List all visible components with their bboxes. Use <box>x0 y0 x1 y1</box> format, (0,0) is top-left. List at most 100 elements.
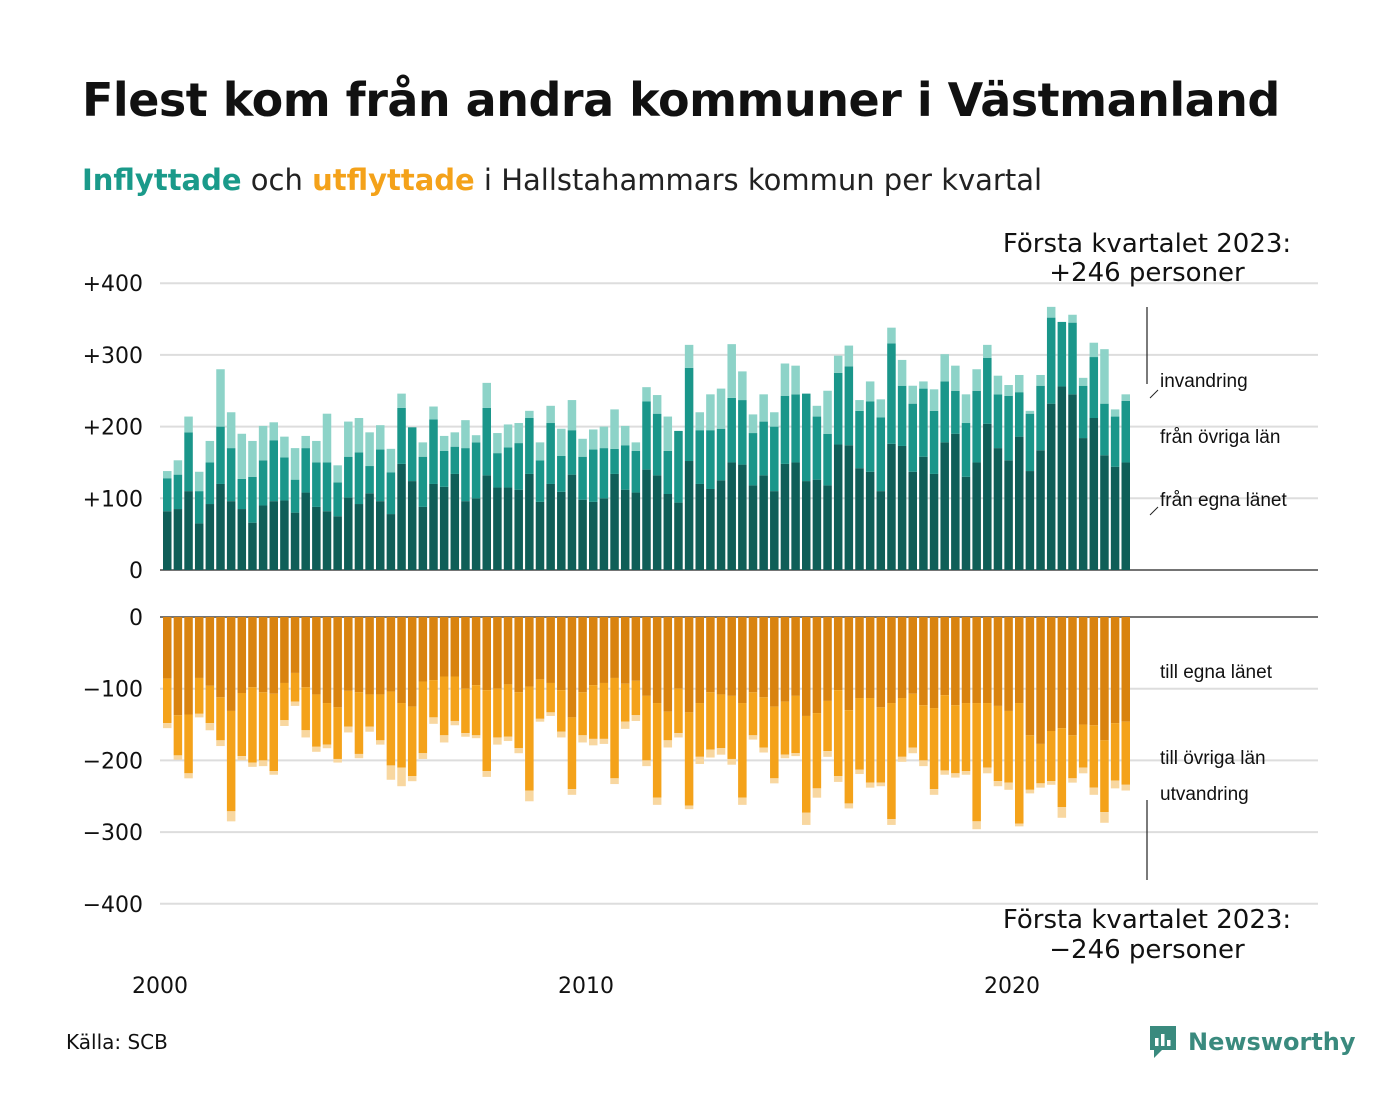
bar-in-2-54 <box>738 371 747 401</box>
bar-out-2-88 <box>1100 812 1109 823</box>
bar-out-2-3 <box>194 713 204 718</box>
bar-in-0-56 <box>759 475 768 570</box>
bar-out-2-35 <box>535 718 545 722</box>
bar-out-0-81 <box>1025 617 1035 736</box>
bar-out-0-12 <box>290 617 300 673</box>
bar-out-0-27 <box>450 617 460 677</box>
bars-utflyttade <box>163 617 1130 830</box>
bar-in-0-64 <box>844 445 854 570</box>
bar-out-0-83 <box>1046 617 1056 732</box>
bar-in-2-50 <box>695 412 704 431</box>
bar-in-2-36 <box>546 405 555 424</box>
bar-out-0-42 <box>610 617 619 678</box>
bar-in-2-80 <box>1015 374 1024 393</box>
bar-in-2-18 <box>354 417 364 453</box>
bar-out-1-50 <box>695 703 704 757</box>
bar-in-0-65 <box>855 468 864 570</box>
bar-out-2-24 <box>418 753 428 759</box>
bar-out-0-89 <box>1110 617 1120 724</box>
bar-in-1-24 <box>418 456 428 507</box>
bar-out-1-0 <box>163 678 172 724</box>
bar-out-1-77 <box>983 703 992 768</box>
bar-in-0-26 <box>439 486 449 570</box>
bar-out-2-51 <box>706 749 715 758</box>
bar-in-2-85 <box>1068 314 1077 323</box>
bar-in-0-4 <box>205 504 215 570</box>
bar-out-1-69 <box>897 698 907 757</box>
bar-in-2-66 <box>865 381 875 402</box>
bar-out-1-44 <box>631 680 641 716</box>
bar-in-1-21 <box>386 472 396 515</box>
bar-in-0-9 <box>258 505 268 570</box>
bar-out-0-90 <box>1121 617 1130 722</box>
bar-in-2-57 <box>770 412 779 427</box>
bar-in-0-34 <box>525 473 534 570</box>
subtitle-och: och <box>241 163 313 197</box>
bar-in-0-20 <box>376 501 385 570</box>
bar-in-1-1 <box>173 474 183 510</box>
bar-out-1-85 <box>1068 735 1077 779</box>
bar-in-2-8 <box>248 440 257 477</box>
bar-out-0-84 <box>1057 617 1067 729</box>
annotation-top-line1: Första kvartalet 2023: <box>1003 229 1291 259</box>
bar-in-2-3 <box>194 471 204 492</box>
bar-in-2-49 <box>684 344 694 368</box>
bar-out-1-24 <box>418 681 428 754</box>
subtitle-utflyttade: utflyttade <box>312 163 475 197</box>
bar-in-2-78 <box>993 375 1003 395</box>
bar-in-2-12 <box>290 448 300 480</box>
bar-in-2-31 <box>493 433 502 454</box>
bar-in-0-90 <box>1121 462 1130 570</box>
bar-out-0-30 <box>482 617 491 691</box>
bar-in-1-74 <box>951 390 960 434</box>
bar-in-1-70 <box>908 403 917 472</box>
bar-out-1-81 <box>1025 735 1035 790</box>
bar-in-2-24 <box>418 442 428 457</box>
bar-in-2-61 <box>812 405 822 417</box>
bar-out-0-52 <box>716 617 726 695</box>
bar-in-0-48 <box>674 502 683 570</box>
bar-in-1-37 <box>557 455 566 492</box>
bar-in-2-0 <box>163 471 172 479</box>
bar-in-1-14 <box>312 462 321 507</box>
bar-in-2-77 <box>983 344 992 358</box>
bar-in-0-84 <box>1057 386 1067 570</box>
bar-in-1-39 <box>578 456 587 500</box>
bar-out-2-13 <box>301 730 310 738</box>
bar-in-1-51 <box>706 430 715 489</box>
bar-in-2-70 <box>908 385 917 404</box>
bar-in-0-55 <box>748 485 758 570</box>
bar-out-1-13 <box>301 687 310 731</box>
bar-out-1-70 <box>908 693 917 748</box>
bar-out-1-7 <box>237 693 247 757</box>
bar-in-1-52 <box>716 428 726 481</box>
bar-out-2-44 <box>631 715 641 721</box>
bar-out-0-32 <box>503 617 513 685</box>
newsworthy-logo-icon <box>1150 1026 1176 1058</box>
bar-out-1-27 <box>450 676 460 721</box>
bar-out-1-23 <box>407 706 417 777</box>
bar-in-2-16 <box>333 465 342 483</box>
bar-out-0-20 <box>376 617 385 695</box>
bar-out-2-28 <box>461 733 470 737</box>
bar-out-1-6 <box>226 710 236 812</box>
bar-in-0-66 <box>865 471 875 570</box>
bar-in-1-67 <box>876 417 886 492</box>
bar-out-2-81 <box>1025 789 1035 794</box>
bar-in-1-34 <box>525 417 534 474</box>
bar-out-1-1 <box>173 715 183 756</box>
bar-in-1-6 <box>226 448 236 502</box>
source-note: Källa: SCB <box>66 1030 168 1054</box>
bar-out-0-39 <box>578 617 587 693</box>
bar-out-2-42 <box>610 778 619 785</box>
bar-out-0-44 <box>631 617 641 681</box>
bar-in-1-71 <box>919 388 928 457</box>
bar-out-0-65 <box>855 617 864 699</box>
bar-in-2-40 <box>589 429 598 450</box>
bar-out-2-15 <box>322 744 332 749</box>
bar-in-0-29 <box>471 498 481 570</box>
bar-in-1-58 <box>780 395 790 464</box>
bar-out-1-10 <box>269 693 278 772</box>
bar-in-1-57 <box>770 426 779 492</box>
bar-out-1-80 <box>1015 703 1024 824</box>
